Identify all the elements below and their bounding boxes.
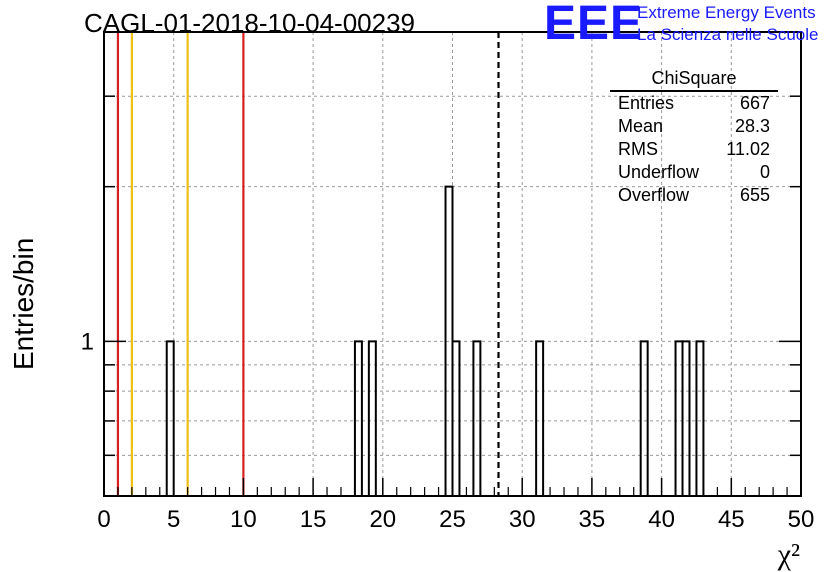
stats-row-entries: Entries 667 [608,92,778,115]
x-tick-label: 25 [439,506,466,533]
stats-key: Mean [618,116,664,136]
reference-lines [116,32,500,496]
x-tick-label: 40 [648,506,675,533]
stats-value: 667 [739,93,770,113]
histogram-bin [472,340,482,496]
x-tick-labels: 0 5 10 15 20 25 30 35 40 45 50 [97,506,814,533]
histogram-bin [165,340,175,496]
x-tick-label: 30 [509,506,536,533]
histogram-bin [367,340,377,496]
stats-key: RMS [618,139,658,159]
stats-value: 11.02 [726,139,770,159]
stats-value: 655 [739,185,770,205]
x-tick-label: 45 [718,506,745,533]
stats-row-mean: Mean 28.3 [608,115,778,138]
x-axis-label: χ² [777,538,800,571]
stats-box: ChiSquare Entries 667 Mean 28.3 RMS 11.0… [608,66,778,207]
chart-title: CAGL-01-2018-10-04-00239 [84,8,415,38]
stats-key: Entries [618,93,675,113]
logo-text-line2: La Scienza nelle Scuole [637,25,819,44]
eee-logo-mark: EEE [544,0,644,50]
stats-row-overflow: Overflow 655 [608,184,778,207]
stats-value: 28.3 [734,116,770,136]
histogram-bin [681,340,691,496]
histogram-bin [535,340,545,496]
histogram-bin [695,340,705,496]
y-axis-label: Entries/bin [8,237,39,370]
stats-row-rms: RMS 11.02 [608,138,778,161]
x-tick-label: 0 [97,506,110,533]
x-tick-label: 50 [788,506,815,533]
stats-value: 0 [759,162,770,182]
histogram-bin [353,340,363,496]
histogram-bin [451,340,461,496]
x-tick-label: 10 [230,506,257,533]
y-tick-label: 1 [81,328,94,355]
y-tick-labels: 1 [81,328,94,355]
stats-key: Underflow [618,162,700,182]
x-tick-label: 35 [579,506,606,533]
axis-ticks [103,95,802,496]
logo-text-line1: Extreme Energy Events [637,3,816,22]
stats-title: ChiSquare [610,66,778,92]
stats-key: Overflow [618,185,690,205]
histogram-bars [165,185,705,496]
x-tick-label: 5 [167,506,180,533]
x-tick-label: 15 [300,506,327,533]
x-tick-label: 20 [369,506,396,533]
histogram-bin [639,340,649,496]
stats-row-underflow: Underflow 0 [608,161,778,184]
